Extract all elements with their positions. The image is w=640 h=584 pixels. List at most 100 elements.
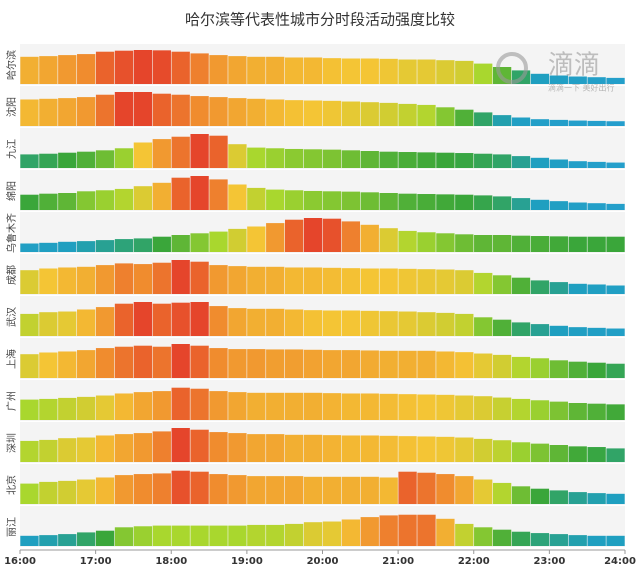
bar: [39, 535, 58, 546]
bar: [398, 152, 417, 168]
bar: [606, 448, 625, 462]
bar: [228, 525, 247, 546]
bar: [228, 228, 247, 252]
bar: [606, 77, 625, 84]
bar: [606, 404, 625, 420]
bar: [152, 431, 171, 462]
bar: [247, 98, 266, 126]
bar: [587, 493, 606, 504]
bar: [266, 99, 285, 126]
bar: [133, 392, 153, 420]
bar: [228, 184, 247, 210]
bar: [303, 267, 323, 294]
bar: [303, 218, 323, 252]
bar: [341, 150, 361, 168]
bar: [360, 268, 379, 294]
bar: [549, 534, 568, 546]
bar: [190, 302, 209, 336]
bar: [511, 398, 531, 420]
bar: [549, 236, 568, 252]
bar: [39, 352, 58, 378]
bar: [190, 176, 209, 210]
x-tick-label: 16:00: [4, 556, 36, 567]
bar: [417, 472, 436, 504]
bar: [587, 362, 606, 378]
bar: [379, 515, 398, 546]
bar: [20, 194, 39, 210]
bar: [322, 435, 342, 462]
bar: [455, 523, 474, 546]
bar: [39, 98, 58, 126]
bar: [39, 439, 58, 462]
row-label: 深圳: [6, 433, 18, 453]
bar: [606, 493, 625, 504]
bar: [549, 445, 568, 462]
bar: [398, 514, 417, 546]
watermark-brand: 滴滴: [548, 51, 600, 81]
bar: [228, 144, 247, 168]
x-tick-label: 17:00: [80, 556, 112, 567]
bar: [549, 490, 568, 504]
bar: [152, 93, 171, 126]
bar: [511, 235, 531, 252]
bar: [152, 303, 171, 336]
bar: [322, 191, 342, 210]
bar: [474, 353, 493, 378]
bar: [20, 535, 39, 546]
bar: [455, 476, 474, 504]
bar: [77, 532, 96, 546]
bar: [114, 393, 134, 420]
bar: [284, 476, 304, 504]
bar: [20, 440, 39, 462]
bar: [322, 58, 342, 84]
bar: [322, 350, 342, 378]
bar: [417, 350, 436, 378]
bar: [530, 119, 550, 126]
bar: [455, 194, 474, 210]
bar: [266, 476, 285, 504]
bar: [417, 394, 436, 420]
bar: [303, 476, 323, 504]
bar: [436, 518, 455, 546]
bar: [492, 154, 512, 168]
bar: [284, 309, 304, 336]
bar: [511, 356, 531, 378]
bar: [417, 269, 436, 294]
bar: [39, 481, 58, 504]
bar: [20, 154, 39, 168]
bar: [209, 348, 228, 378]
bar: [58, 438, 77, 462]
bar: [58, 267, 77, 294]
bar: [95, 530, 115, 546]
bar: [398, 350, 417, 378]
bar: [398, 59, 417, 84]
bar: [20, 354, 39, 378]
bar: [341, 268, 361, 294]
bar: [379, 393, 398, 420]
bar: [284, 190, 304, 210]
bar: [303, 310, 323, 336]
bar: [58, 351, 77, 378]
bar: [474, 438, 493, 462]
bar: [474, 527, 493, 546]
bar: [77, 54, 96, 84]
bar: [436, 194, 455, 210]
bar: [398, 311, 417, 336]
bar: [398, 471, 417, 504]
bar: [95, 395, 115, 420]
bar: [133, 526, 153, 546]
bar: [530, 324, 550, 336]
bar: [266, 266, 285, 294]
bar: [530, 443, 550, 462]
bar: [209, 231, 228, 252]
bar: [360, 151, 379, 168]
bar: [568, 446, 587, 462]
bar: [322, 100, 342, 126]
bar: [266, 349, 285, 378]
bar: [587, 535, 606, 546]
bar: [95, 94, 115, 126]
bar: [39, 242, 58, 252]
bar: [530, 400, 550, 420]
bar: [549, 360, 568, 378]
bar: [171, 302, 190, 336]
